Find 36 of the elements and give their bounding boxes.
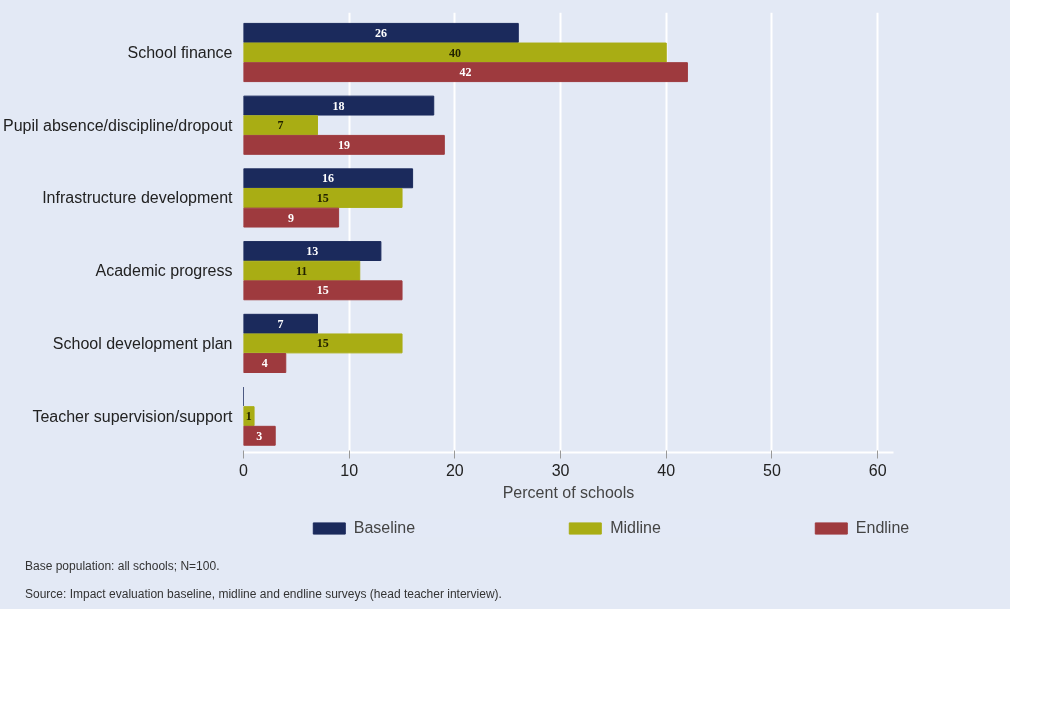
x-axis-title: Percent of schools: [502, 483, 635, 501]
data-label: 42: [459, 65, 472, 80]
data-label: 15: [316, 283, 329, 298]
legend-label: Endline: [855, 519, 910, 537]
data-label: 4: [261, 356, 268, 371]
data-label: 7: [277, 118, 284, 133]
x-tick-label: 60: [868, 461, 887, 479]
data-label: 18: [332, 98, 345, 113]
text: Base population: all schools; N=100.: [25, 558, 220, 575]
source-note: Source: Impact evaluation baseline, midline and endline surveys (head teacher interview).: [25, 586, 502, 603]
data-label: 15: [316, 190, 329, 205]
y-tick-label: Infrastructure development: [42, 189, 234, 207]
x-tick-label: 50: [763, 461, 781, 479]
data-label: 3: [256, 428, 263, 443]
x-tick-label: 30: [551, 461, 570, 479]
data-label: 1: [245, 409, 252, 424]
y-tick-label: Teacher supervision/support: [32, 407, 234, 425]
y-tick-label: School development plan: [52, 334, 233, 352]
data-label: 40: [448, 45, 461, 60]
y-tick-label: Pupil absence/discipline/dropout: [3, 116, 234, 134]
data-label: 9: [288, 210, 295, 225]
x-tick-label: 0: [239, 461, 249, 479]
y-tick-label: School finance: [127, 44, 233, 61]
legend-label: Baseline: [353, 519, 416, 537]
y-tick-label: Academic progress: [95, 262, 233, 280]
data-label: 11: [295, 263, 308, 278]
data-label: 7: [277, 316, 284, 331]
x-tick-label: 40: [657, 461, 676, 479]
legend-label: Midline: [610, 519, 661, 537]
data-label: 13: [306, 244, 319, 259]
x-tick-label: 20: [445, 461, 464, 479]
data-label: 15: [316, 336, 329, 351]
data-label: 16: [322, 171, 335, 186]
x-tick-label: 10: [340, 461, 359, 479]
data-label: 19: [337, 137, 350, 152]
data-label: 26: [374, 25, 387, 40]
